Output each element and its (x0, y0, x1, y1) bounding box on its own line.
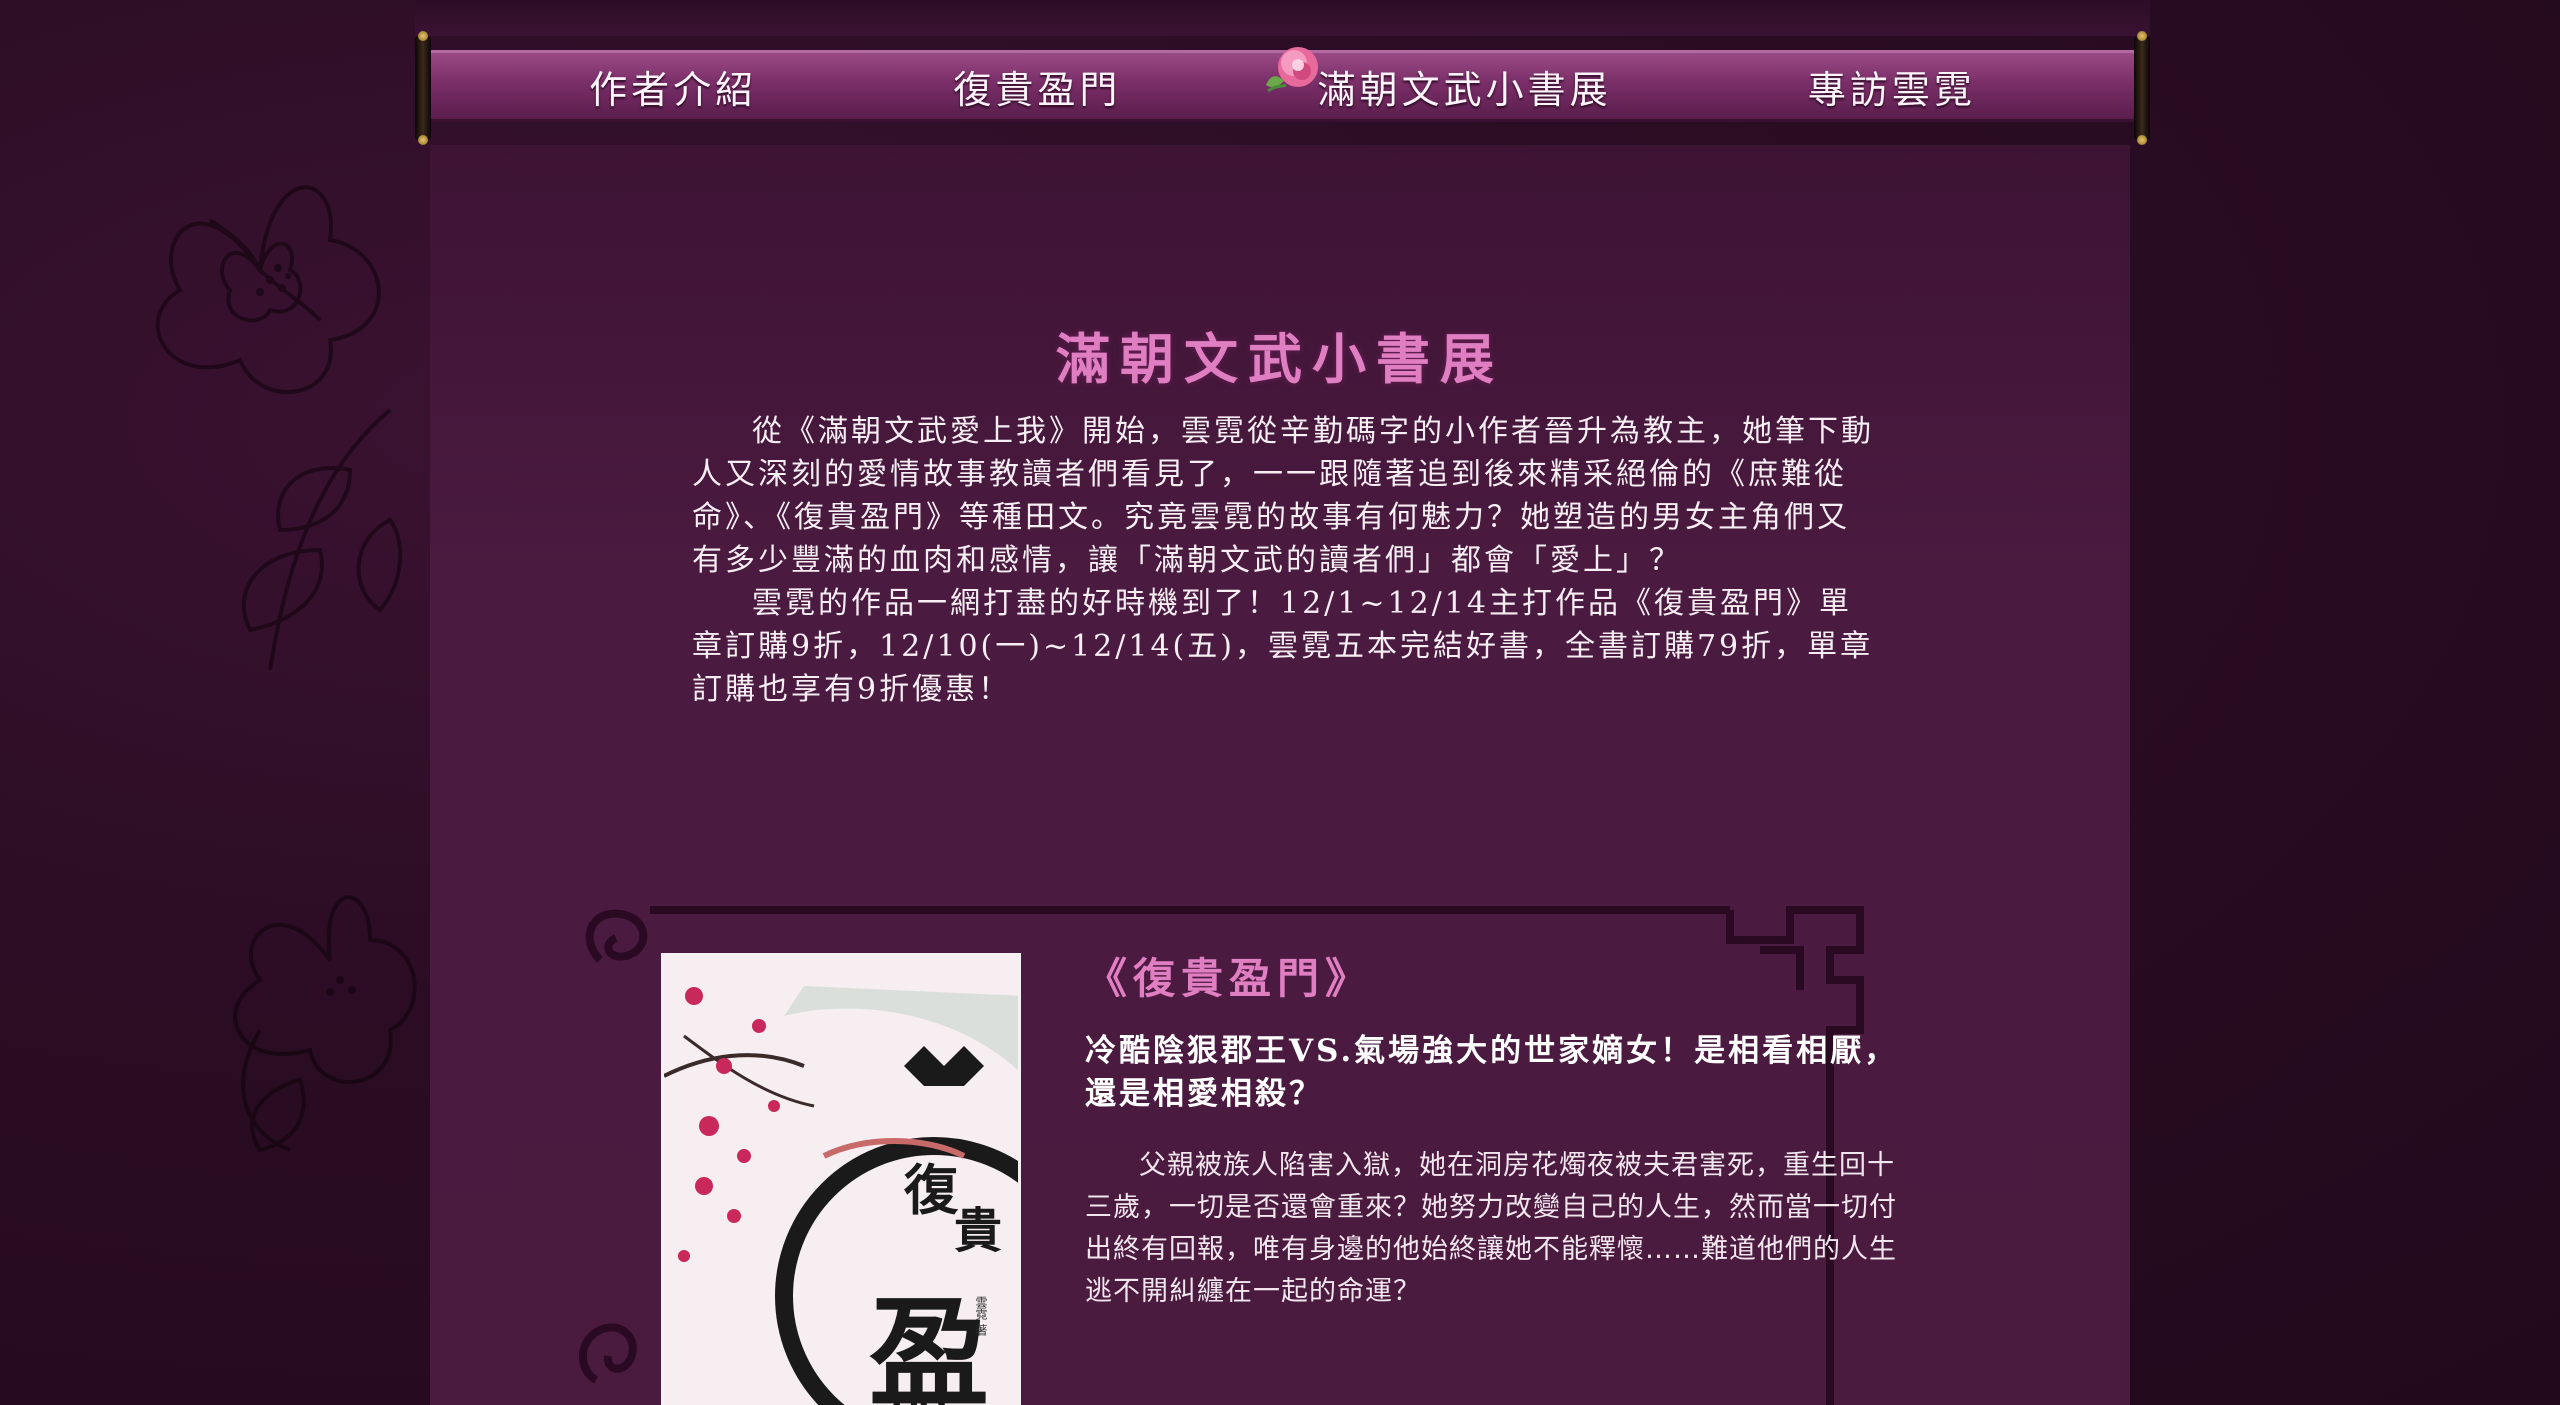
nav-item-author-intro[interactable]: 作者介紹 (589, 67, 758, 112)
ornamental-frame (579, 906, 1864, 1405)
intro-paragraph: 從《滿朝文武愛上我》開始，雲霓從辛勤碼字的小作者晉升為教主，她筆下動人又深刻的愛… (692, 414, 1874, 578)
book-cover-image[interactable]: 復 貴 盈 門 雲霓 著 (661, 953, 1021, 1405)
intro-text: 從《滿朝文武愛上我》開始，雲霓從辛勤碼字的小作者晉升為教主，她筆下動人又深刻的愛… (692, 410, 1882, 711)
cover-title-char: 貴 (954, 1203, 1003, 1259)
nav-item-book-exhibition[interactable]: 滿朝文武小書展 (1265, 46, 1612, 114)
nav-item-book-fugui[interactable]: 復貴盈門 (953, 67, 1122, 112)
cover-title-char: 門 (889, 1376, 949, 1405)
nav-item-label: 滿朝文武小書展 (1317, 67, 1612, 112)
section-title: 滿朝文武小書展 (1056, 327, 1504, 391)
book-title: 《復貴盈門》 (1085, 954, 1374, 1003)
content-panel: 滿朝文武小書展 從《滿朝文武愛上我》開始，雲霓從辛勤碼字的小作者晉升為教主，她筆… (430, 145, 2130, 1405)
cover-title-char: 盈 (869, 1283, 989, 1405)
book-description: 父親被族人陷害入獄，她在洞房花燭夜被夫君害死，重生回十三歲，一切是否還會重來？她… (1085, 1150, 1897, 1307)
nav-band: 作者介紹 復貴盈門 滿朝文武小書展 專訪雲霓 (431, 46, 2134, 122)
cover-author: 雲霓 著 (974, 1296, 988, 1336)
peony-flower-icon (1265, 46, 1318, 92)
cover-title-char: 復 (904, 1158, 958, 1222)
top-strip (415, 0, 2150, 36)
leaf-decoration-icon (241, 408, 403, 671)
peony-decoration-icon (155, 185, 381, 395)
scroll-rod-left (415, 31, 431, 145)
intro-paragraph: 雲霓的作品一網打盡的好時機到了！12/1~12/14主打作品《復貴盈門》單章訂購… (692, 586, 1874, 707)
main-nav: 作者介紹 復貴盈門 滿朝文武小書展 專訪雲霓 (415, 31, 2150, 145)
book-tagline: 冷酷陰狠郡王VS.氣場強大的世家嫡女！是相看相厭，還是相愛相殺？ (1085, 1033, 1899, 1112)
nav-item-interview[interactable]: 專訪雲霓 (1807, 67, 1976, 112)
peony-decoration-icon (233, 895, 417, 1153)
cover-art (664, 956, 1018, 1405)
scroll-rod-right (2134, 31, 2150, 145)
